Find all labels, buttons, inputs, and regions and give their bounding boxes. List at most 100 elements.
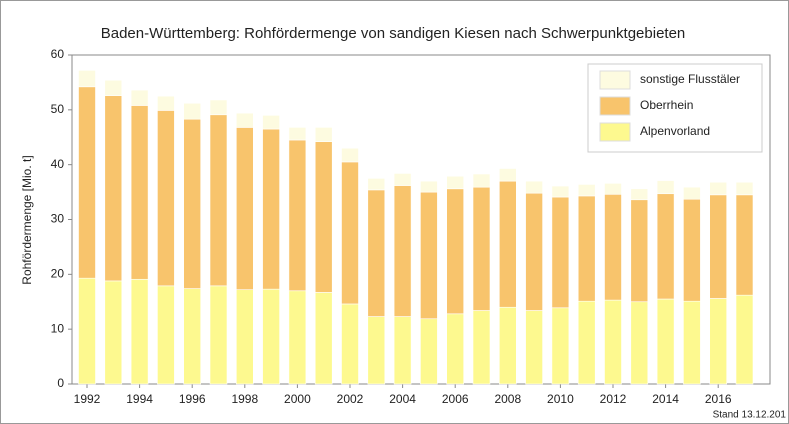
bar-segment	[498, 306, 517, 385]
bar-segment	[683, 198, 701, 302]
bar-segment	[709, 194, 728, 299]
legend-swatch	[599, 70, 631, 90]
bar-segment	[656, 193, 675, 300]
bar-segment	[709, 298, 728, 385]
bar-segment	[446, 188, 465, 315]
bar-segment	[472, 310, 491, 385]
bar-segment	[78, 70, 96, 88]
bar-segment	[78, 86, 96, 279]
bar-segment	[735, 294, 754, 385]
bar-segment	[314, 141, 333, 293]
bar-segment	[288, 127, 307, 141]
legend-swatch	[599, 96, 631, 116]
bar-segment	[604, 193, 622, 301]
x-tick-label: 1992	[74, 392, 101, 406]
bar-segment	[656, 298, 675, 385]
x-tick-label: 2012	[600, 392, 627, 406]
bar-segment	[262, 288, 280, 385]
x-tick-label: 2002	[337, 392, 364, 406]
bar-segment	[446, 313, 465, 385]
bar-segment	[683, 186, 701, 200]
bar-segment	[630, 188, 649, 201]
bar-segment	[367, 189, 386, 317]
bar-segment	[472, 173, 491, 188]
bar-segment	[577, 195, 596, 302]
x-tick-label: 2000	[284, 392, 311, 406]
y-tick-label: 30	[51, 212, 65, 226]
y-tick-label: 10	[51, 321, 65, 335]
x-tick-label: 2006	[442, 392, 469, 406]
bar-segment	[236, 127, 254, 290]
bar-segment	[393, 316, 412, 385]
bar-segment	[551, 185, 570, 198]
legend-label: sonstige Flusstäler	[640, 72, 740, 86]
bar-segment	[525, 310, 543, 385]
x-tick-label: 2008	[494, 392, 521, 406]
bar-segment	[604, 299, 622, 385]
bar-segment	[341, 303, 359, 385]
bar-segment	[498, 168, 517, 182]
bar-segment	[209, 114, 228, 287]
bar-segment	[236, 289, 254, 385]
x-tick-label: 1998	[231, 392, 258, 406]
bar-segment	[367, 316, 386, 385]
legend-label: Alpenvorland	[640, 124, 710, 138]
bar-segment	[551, 307, 570, 385]
bar-segment	[735, 181, 754, 196]
legend-swatch	[599, 122, 631, 142]
bar-segment	[630, 199, 649, 303]
bar-segment	[314, 292, 333, 385]
x-tick-label: 2004	[389, 392, 416, 406]
bar-segment	[735, 194, 754, 296]
bar-segment	[420, 180, 438, 193]
bar-segment	[104, 95, 123, 282]
bar-segment	[104, 280, 123, 385]
bar-segment	[341, 147, 359, 163]
x-tick-label: 2014	[652, 392, 679, 406]
bar-segment	[288, 290, 307, 385]
bar-segment	[420, 191, 438, 320]
bar-segment	[183, 118, 201, 289]
bar-segment	[104, 79, 123, 96]
bar-segment	[157, 285, 175, 385]
bar-segment	[367, 178, 386, 191]
bar-segment	[683, 300, 701, 385]
bar-segment	[393, 185, 412, 317]
bar-segment	[78, 277, 96, 385]
bar-segment	[288, 139, 307, 292]
bar-segment	[209, 285, 228, 385]
y-tick-label: 50	[51, 102, 65, 116]
x-tick-label: 2016	[705, 392, 732, 406]
y-tick-label: 0	[57, 376, 64, 390]
bar-segment	[656, 180, 675, 195]
bar-segment	[157, 110, 175, 287]
bar-segment	[577, 184, 596, 197]
y-tick-label: 60	[51, 47, 65, 61]
bar-segment	[236, 112, 254, 128]
bar-segment	[604, 183, 622, 195]
bar-segment	[314, 127, 333, 142]
chart-title: Baden-Württemberg: Rohfördermenge von sa…	[101, 25, 686, 42]
x-tick-label: 1994	[126, 392, 153, 406]
bar-segment	[183, 102, 201, 120]
bar-segment	[446, 175, 465, 190]
bar-segment	[498, 180, 517, 308]
y-axis-label: Rohfördermenge [Mio. t]	[20, 155, 34, 284]
x-tick-label: 1996	[179, 392, 206, 406]
bar-segment	[577, 300, 596, 385]
bar-segment	[209, 99, 228, 116]
bar-segment	[630, 301, 649, 385]
x-tick-label: 2010	[547, 392, 574, 406]
bar-segment	[341, 161, 359, 305]
bar-segment	[157, 95, 175, 111]
bar-segment	[262, 128, 280, 290]
bar-segment	[472, 186, 491, 311]
y-tick-label: 20	[51, 267, 65, 281]
bar-segment	[393, 173, 412, 186]
bar-segment	[130, 89, 149, 106]
bar-segment	[183, 288, 201, 385]
bar-segment	[262, 115, 280, 130]
bar-segment	[709, 181, 728, 196]
y-tick-label: 40	[51, 157, 65, 171]
